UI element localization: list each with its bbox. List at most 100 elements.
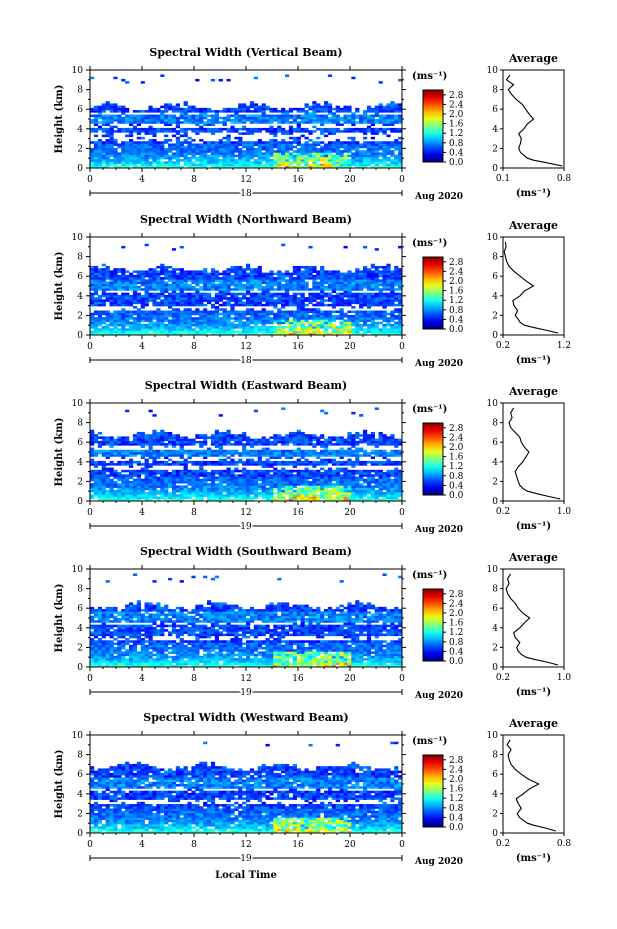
heatmap-cell [370,145,375,149]
heatmap-cell [316,292,321,296]
heatmap-cell [214,147,219,151]
heatmap-cell [359,328,364,331]
heatmap-cell [249,474,255,477]
heatmap-cell [148,283,153,287]
heatmap-cell [121,288,126,291]
heatmap-cell [183,487,188,491]
heatmap-cell [109,161,114,164]
heatmap-cell [152,281,157,285]
heatmap-cell [312,286,317,289]
heatmap-cell [210,159,216,162]
heatmap-cell [226,130,231,133]
heatmap-cell [183,161,188,164]
heatmap-cell [366,145,372,149]
heatmap-cell [269,127,274,131]
heatmap-cell [210,443,216,446]
heatmap-cell [300,299,305,302]
heatmap-cell [253,409,258,413]
heatmap-cell [203,110,208,113]
heatmap-cell [117,110,122,113]
heatmap-cell [97,440,102,444]
heatmap-cell [121,274,126,278]
heatmap-cell [398,147,403,151]
heatmap-cell [382,152,387,155]
heatmap-cell [203,141,208,144]
heatmap-cell [370,272,375,276]
heatmap-cell [148,434,153,437]
heatmap-cell [105,161,110,164]
heatmap-cell [234,483,239,486]
heatmap-cell [113,440,118,444]
heatmap-cell [222,434,227,437]
heatmap-cell [218,478,223,482]
heatmap-cell [234,485,239,488]
heatmap-cell [203,303,208,307]
heatmap-cell [316,272,321,276]
heatmap-cell [288,286,294,289]
heatmap-cell [277,317,282,320]
heatmap-cell [207,154,212,158]
heatmap-cell [273,141,278,144]
heatmap-cell [304,317,309,320]
heatmap-cell [148,161,153,164]
heatmap-cell [183,163,188,167]
heatmap-cell [382,107,387,111]
heatmap-cell [191,281,196,285]
heatmap-cell [398,303,403,307]
heatmap-cell [214,478,219,482]
heatmap-cell [160,292,165,296]
heatmap-cell [210,319,216,322]
heatmap-cell [168,310,173,314]
heatmap-cell [187,492,192,495]
heatmap-cell [222,141,227,144]
heatmap-cell [183,130,188,133]
heatmap-cell [249,469,255,473]
heatmap-cell [101,119,106,122]
heatmap-cell [164,161,169,164]
heatmap-cell [171,248,177,251]
heatmap-cell [218,317,223,320]
heatmap-cell [335,165,340,169]
heatmap-cell [339,319,344,322]
heatmap-cell [382,310,387,314]
heatmap-cell [187,288,192,291]
heatmap-cell [246,494,251,497]
heatmap-cell [370,283,375,287]
heatmap-cell [105,107,110,111]
heatmap-cell [148,472,153,475]
heatmap-cell [210,312,216,316]
heatmap-cell [234,463,239,466]
heatmap-cell [242,447,247,451]
heatmap-cell [398,328,403,331]
average-x-tick-label: 1.2 [557,341,571,351]
heatmap-cell [210,332,216,336]
heatmap-cell [257,105,262,109]
heatmap-cell [359,314,364,318]
heatmap-cell [109,132,114,135]
heatmap-cell [238,281,243,285]
heatmap-cell [253,270,258,273]
heatmap-cell [222,474,227,477]
heatmap-cell [129,154,134,158]
heatmap-cell [179,288,184,291]
heatmap-cell [234,299,239,302]
heatmap-cell [296,165,301,169]
heatmap-cell [218,460,223,464]
heatmap-cell [398,163,403,167]
heatmap-cell [171,319,177,322]
heatmap-cell [199,299,204,302]
heatmap-cell [97,332,102,336]
heatmap-cell [175,130,180,133]
heatmap-cell [249,274,255,278]
heatmap-cell [249,110,255,113]
heatmap-cell [160,489,165,493]
heatmap-cell [327,152,333,155]
average-y-tick-label: 2 [492,311,498,321]
heatmap-cell [226,152,231,155]
heatmap-cell [187,145,192,149]
heatmap-cell [308,297,313,300]
heatmap-cell [191,277,196,280]
heatmap-cell [199,279,204,282]
heatmap-cell [253,268,258,271]
heatmap-cell [148,281,153,285]
